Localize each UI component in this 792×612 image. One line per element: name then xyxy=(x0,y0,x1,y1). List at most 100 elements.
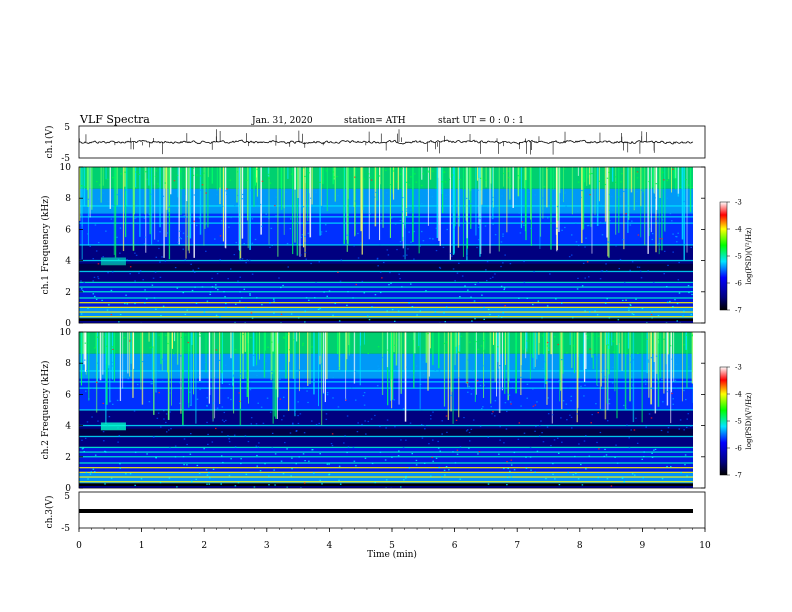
spectrogram-streak xyxy=(429,332,431,349)
spectrogram-streak xyxy=(607,332,610,349)
spectrogram-speckle xyxy=(388,197,391,199)
spectrogram-streak xyxy=(559,332,561,402)
spectrogram-speckle xyxy=(585,435,587,437)
spectrogram-speckle xyxy=(386,310,388,312)
spectrogram-speckle xyxy=(390,217,393,219)
spectrogram-speckle xyxy=(605,270,608,272)
spectrogram-speckle xyxy=(165,413,168,415)
spectrogram-speckle xyxy=(606,177,609,179)
spectrogram-speckle xyxy=(666,301,669,303)
spectrogram-speckle xyxy=(219,259,221,261)
spectrogram-speckle xyxy=(609,338,611,340)
spectrogram-speckle xyxy=(683,344,686,346)
spectrogram-speckle xyxy=(384,459,387,461)
spectrogram-speckle xyxy=(256,168,258,171)
spectrogram-speckle xyxy=(429,237,431,240)
spectrogram-speckle xyxy=(129,339,132,341)
spectrogram-speckle xyxy=(354,370,357,373)
spectrogram-streak xyxy=(641,332,643,423)
spectrogram-speckle xyxy=(194,271,196,273)
spectrogram-streak xyxy=(452,332,454,424)
spectrogram-streak xyxy=(393,167,395,200)
spectrogram-speckle xyxy=(229,357,231,359)
spectrogram-speckle xyxy=(105,230,107,232)
ch1-colorbar-ticks: -3-4-5-6-7 xyxy=(727,199,742,315)
spectrogram-speckle xyxy=(570,395,573,397)
spectrogram-streak xyxy=(627,167,629,233)
spectrogram-streak xyxy=(543,332,545,355)
spectrogram-speckle xyxy=(255,445,258,447)
spectrogram-streak xyxy=(653,167,655,194)
spectrogram-speckle xyxy=(634,474,636,476)
spectrogram-speckle xyxy=(245,262,247,264)
spectrogram-streak xyxy=(443,332,446,407)
y-tick-label: 2 xyxy=(65,288,71,298)
spectrogram-speckle xyxy=(387,254,390,256)
spectrogram-speckle xyxy=(238,392,241,394)
spectrogram-speckle xyxy=(325,413,328,415)
spectrogram-speckle xyxy=(122,375,125,377)
spectrogram-streak xyxy=(583,332,585,371)
spectrogram-streak xyxy=(683,167,685,261)
spectrogram-speckle xyxy=(438,466,440,469)
spectrogram-speckle xyxy=(647,359,650,361)
spectrogram-speckle xyxy=(311,346,313,348)
spectrogram-speckle xyxy=(135,254,138,256)
spectrogram-speckle xyxy=(138,272,140,274)
spectrogram-speckle xyxy=(221,419,224,421)
spectrogram-speckle xyxy=(158,392,160,394)
spectrogram-speckle xyxy=(475,341,477,343)
spectrogram-speckle xyxy=(503,172,505,175)
spectrogram-streak xyxy=(664,167,666,232)
spectrogram-streak xyxy=(161,332,163,371)
spectrogram-speckle xyxy=(408,231,410,233)
spectrogram-streak xyxy=(222,167,224,242)
spectrogram-speckle xyxy=(585,237,587,239)
spectrogram-speckle xyxy=(190,433,192,435)
spectrogram-speckle xyxy=(203,448,205,450)
spectrogram-speckle xyxy=(544,361,546,363)
spectrogram-speckle xyxy=(466,429,469,431)
spectrogram-speckle xyxy=(102,402,105,405)
spectrogram-streak xyxy=(376,167,378,201)
spectrogram-speckle xyxy=(582,262,585,264)
spectrogram-speckle xyxy=(599,210,601,212)
spectrogram-speckle xyxy=(468,447,470,449)
ch1-freq-ylabel: ch.1 Frequency (kHz) xyxy=(40,196,51,295)
ch3-ytick-bottom: -5 xyxy=(61,524,70,534)
spectrogram-speckle xyxy=(98,184,101,186)
spectrogram-streak xyxy=(646,332,648,374)
spectrogram-speckle xyxy=(523,260,525,263)
spectrogram-speckle xyxy=(189,453,192,455)
spectrogram-speckle xyxy=(635,298,637,300)
spectrogram-speckle xyxy=(212,419,214,421)
spectrogram-speckle xyxy=(642,477,644,479)
spectrogram-streak xyxy=(242,332,244,380)
spectrogram-speckle xyxy=(630,429,632,431)
spectrogram-streak xyxy=(616,332,618,346)
spectrogram-speckle xyxy=(405,181,408,183)
spectrogram-speckle xyxy=(494,400,497,402)
spectrogram-speckle xyxy=(321,205,324,207)
spectrogram-speckle xyxy=(326,392,329,394)
spectrogram-speckle xyxy=(320,363,322,365)
spectrogram-streak xyxy=(534,332,536,368)
spectrogram-speckle xyxy=(159,231,161,233)
spectrogram-streak xyxy=(525,167,527,181)
spectrogram-speckle xyxy=(150,193,152,196)
spectrogram-streak xyxy=(154,167,156,240)
spectrogram-streak xyxy=(427,332,429,391)
spectrogram-speckle xyxy=(184,216,187,218)
spectrogram-speckle xyxy=(541,432,543,434)
spectrogram-streak xyxy=(368,167,370,240)
spectrogram-speckle xyxy=(389,183,391,186)
spectrogram-speckle xyxy=(435,227,438,229)
spectrogram-speckle xyxy=(117,441,119,443)
spectrogram-streak xyxy=(427,167,429,226)
spectrogram-streak xyxy=(608,332,610,375)
spectrogram-speckle xyxy=(239,276,241,278)
spectrogram-speckle xyxy=(601,371,603,374)
spectrogram-speckle xyxy=(221,406,224,408)
spectrogram-speckle xyxy=(559,380,561,383)
spectrogram-speckle xyxy=(304,310,306,312)
